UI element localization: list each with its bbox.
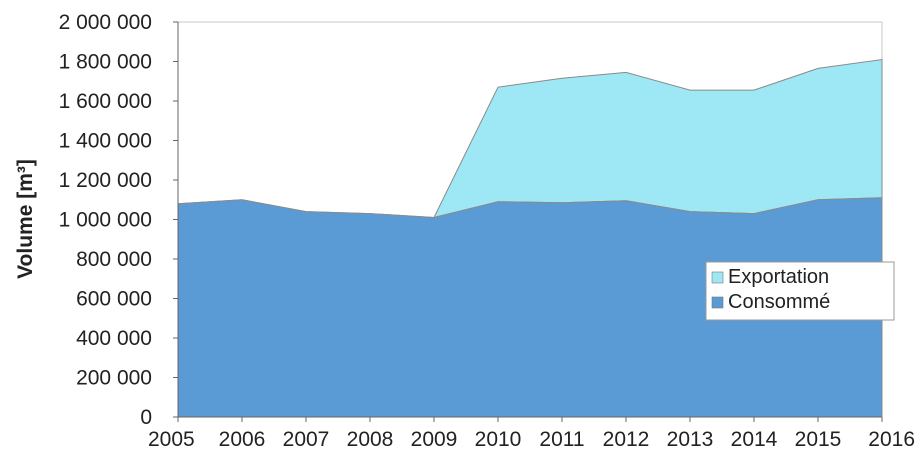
area-series-consomme — [177, 197, 883, 418]
x-tick-label: 2014 — [731, 428, 778, 451]
areas-group — [177, 58, 883, 418]
x-tick-label: 2016 — [868, 428, 915, 451]
y-tick-label: 1 400 000 — [59, 130, 152, 153]
x-tick-label: 2008 — [347, 428, 394, 451]
x-tick-label: 2009 — [411, 428, 458, 451]
x-tick-label: 2013 — [667, 428, 714, 451]
legend-box — [705, 261, 895, 321]
y-axis-label: Volume [m³] — [14, 159, 37, 279]
x-ticks-group: 2005 2006 2007 2008 2009 2010 2011 2012 2013 2014… — [148, 417, 915, 451]
y-tick-label: 600 000 — [76, 288, 152, 311]
legend-label-consomme: Consommé — [728, 291, 830, 313]
y-tick-label: 1 600 000 — [59, 90, 152, 113]
y-tick-label: 400 000 — [76, 327, 152, 350]
y-tick-label: 1 200 000 — [59, 169, 152, 192]
legend-swatch-exportation — [711, 271, 724, 284]
legend: Exportation Consommé — [705, 261, 895, 321]
x-tick-label: 2015 — [795, 428, 842, 451]
y-tick-label: 1 800 000 — [59, 51, 152, 74]
legend-swatch-consomme — [711, 296, 724, 309]
y-tick-label: 800 000 — [76, 248, 152, 271]
x-tick-label: 2005 — [148, 428, 195, 451]
x-tick-label: 2010 — [475, 428, 522, 451]
x-tick-label: 2011 — [539, 428, 584, 451]
y-tick-label: 2 000 000 — [59, 11, 152, 34]
legend-label-exportation: Exportation — [728, 266, 829, 288]
y-ticks-group: 0 200 000 400 000 600 000 800 000 1 000 000 1 … — [59, 11, 178, 429]
y-tick-label: 1 000 000 — [59, 209, 152, 232]
x-tick-label: 2007 — [283, 428, 330, 451]
y-tick-label: 200 000 — [76, 367, 152, 390]
y-tick-label: 0 — [140, 406, 152, 429]
x-tick-label: 2006 — [219, 428, 266, 451]
x-tick-label: 2012 — [603, 428, 650, 451]
